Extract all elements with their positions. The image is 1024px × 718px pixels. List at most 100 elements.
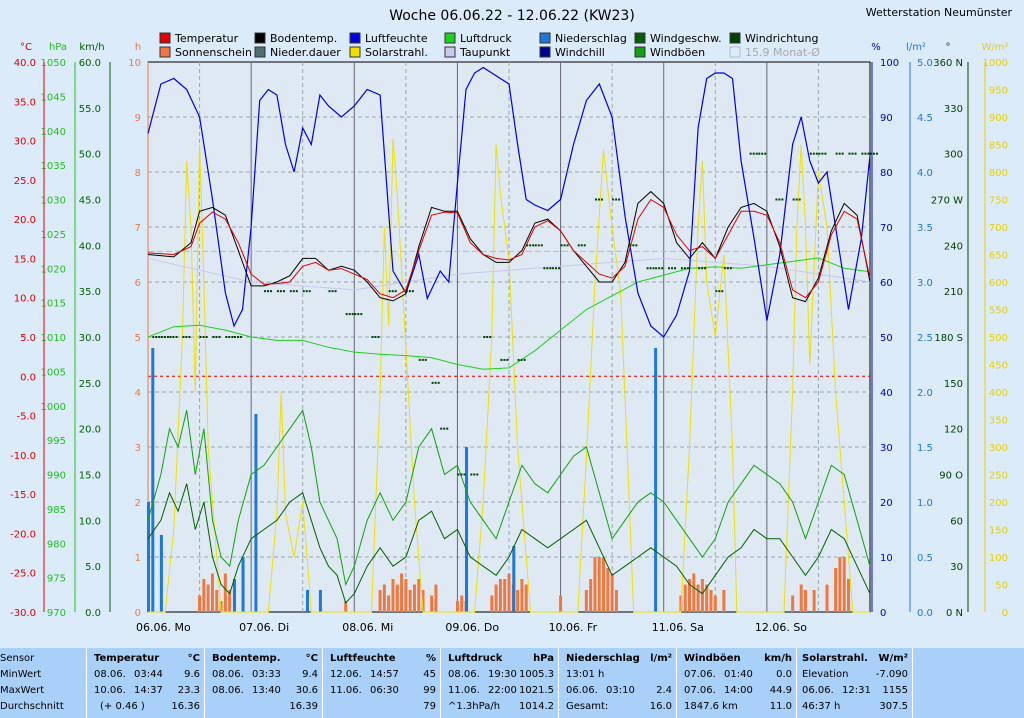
solar-duration: 46:37 h (802, 701, 841, 712)
dewpoint-line (147, 257, 871, 291)
press-trend: ^1.3hPa/h (448, 701, 501, 712)
wind-direction-dot (506, 358, 509, 361)
axis-tick-label: 35.0 (79, 287, 101, 298)
wind-direction-dot (671, 267, 674, 270)
legend-swatch (254, 32, 266, 44)
wind-direction-dot (517, 358, 520, 361)
sunshine-bar (198, 595, 202, 612)
solar-line (148, 138, 870, 613)
wind-direction-dot (758, 152, 761, 155)
sunshine-bar (498, 579, 502, 612)
wind-direction-dot (205, 336, 208, 338)
sunshine-bar (206, 584, 210, 612)
gust-header: Windböen (684, 653, 741, 664)
wind-direction-dot (876, 152, 878, 155)
press-max-date: 11.06. (448, 685, 480, 696)
wind-direction-dot (331, 290, 334, 293)
precip-bar (254, 414, 258, 612)
wind-direction-dot (818, 152, 821, 155)
press-max-time: 22:00 (488, 685, 517, 696)
wind-direction-dot (551, 267, 554, 270)
soil-min-time: 03:33 (252, 669, 281, 680)
wind-direction-dot (354, 313, 357, 316)
legend-swatch (159, 32, 171, 44)
wind-direction-dot (282, 290, 285, 293)
axis-tick-label: 150 (989, 526, 1008, 537)
sunshine-bar (834, 568, 838, 612)
axis-tick-label: 3.0 (917, 278, 933, 289)
axis-tick-label: 70 (880, 223, 893, 234)
wind-direction-dot (152, 336, 155, 338)
wind-direction-dot (470, 473, 473, 476)
axis-tick-label: 30.0 (14, 137, 36, 148)
wind-direction-dot (345, 313, 348, 316)
axis-tick-label: 240 (944, 241, 963, 252)
wind-direction-dot (851, 152, 854, 155)
axis-tick-label: 5.0 (20, 333, 36, 344)
axis-tick-label: 20 (880, 498, 893, 509)
wind-direction-dot (718, 290, 721, 293)
axis-tick-label: 700 (989, 223, 1008, 234)
soil-min-date: 08.06. (212, 669, 244, 680)
wind-direction-dot (661, 267, 664, 270)
sunshine-bar (705, 584, 709, 612)
axis-tick-label: 4.5 (917, 113, 933, 124)
legend-swatch (444, 46, 456, 58)
axis-tick-label: 9 (135, 113, 141, 124)
legend-swatch (634, 46, 646, 58)
wind-direction-dot (231, 336, 234, 338)
wind-direction-dot (334, 290, 337, 293)
legend-swatch (539, 46, 551, 58)
axis-tick-label: 250 (989, 471, 1008, 482)
wind-direction-dot (715, 290, 718, 293)
wind-direction-dot (755, 152, 758, 155)
axis-tick-label: 1040 (41, 127, 66, 138)
wind-direction-dot (698, 267, 701, 270)
axis-unit: l/m² (906, 42, 926, 53)
sunshine-bar (602, 557, 606, 612)
axis-tick-label: 1020 (41, 264, 66, 275)
legend-swatch (254, 46, 266, 58)
axis-tick-label: -15.0 (10, 490, 36, 501)
wind-direction-dot (861, 152, 864, 155)
axis-tick-label: 0 N (946, 608, 963, 619)
hum-max-date: 11.06. (330, 685, 362, 696)
day-label: 07.06. Di (239, 621, 289, 634)
axis-tick-label: 500 (989, 333, 1008, 344)
press-header: Luftdruck (448, 653, 503, 664)
wind-direction-dot (486, 336, 489, 338)
wind-direction-dot (540, 244, 543, 247)
hum-unit: % (425, 653, 436, 664)
wind-direction-dot (328, 290, 331, 293)
temp-max-date: 10.06. (94, 685, 126, 696)
wind-direction-dot (276, 290, 279, 293)
axis-tick-label: 20.0 (79, 425, 101, 436)
axis-tick-label: 4 (135, 388, 141, 399)
wind-direction-dot (418, 358, 421, 361)
legend-label: Windgeschw. (650, 32, 722, 45)
wind-direction-dot (534, 244, 537, 247)
sunshine-bar (722, 590, 726, 612)
wind-direction-dot (185, 336, 188, 338)
axis-tick-label: 1.5 (917, 443, 933, 454)
axis-tick-label: 45.0 (79, 196, 101, 207)
wind-direction-dot (563, 244, 566, 247)
divider (796, 648, 797, 718)
wind-direction-dot (566, 244, 569, 247)
axis-tick-label: 30 (950, 562, 963, 573)
wind-direction-dot (218, 336, 221, 338)
wind-direction-dot (668, 267, 671, 270)
axis-tick-label: 8 (135, 168, 141, 179)
wind-direction-dot (597, 198, 600, 201)
axis-tick-label: 55.0 (79, 104, 101, 115)
axis-tick-label: 800 (989, 168, 1008, 179)
axis-tick-label: 0.0 (85, 608, 101, 619)
wind-direction-dot (618, 198, 621, 201)
legend-swatch (349, 46, 361, 58)
gust-max-time: 14:00 (724, 685, 753, 696)
wind-direction-dot (270, 290, 273, 293)
legend-label: Windchill (555, 46, 605, 59)
wind-direction-dot (225, 336, 228, 338)
temperature-line (147, 198, 871, 299)
weather-chart: Woche 06.06.22 - 12.06.22 (KW23) Wetterst… (10, 6, 1012, 634)
